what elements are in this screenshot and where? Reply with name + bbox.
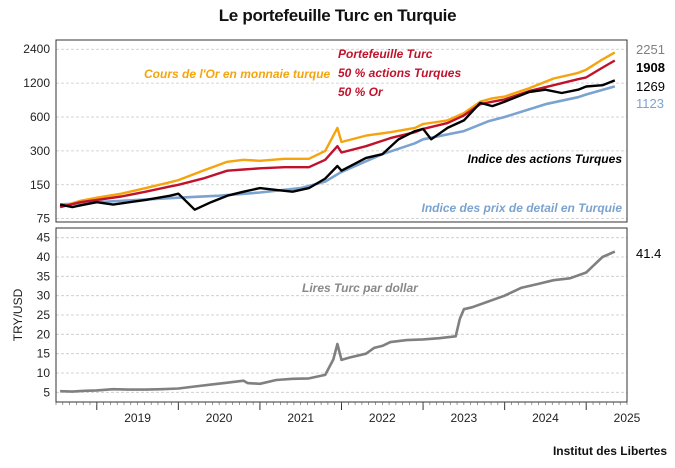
x-tick-label: 2023 — [451, 411, 478, 425]
bottom-y-tick-label: 15 — [37, 347, 51, 361]
bottom-y-axis-label: TRY/USD — [11, 288, 25, 341]
portfolio-end-label: 1908 — [636, 60, 665, 75]
x-tick-label: 2019 — [124, 411, 151, 425]
top-y-tick-label: 600 — [30, 110, 50, 124]
x-tick-label: 2022 — [369, 411, 396, 425]
portfolio-annotation-line3: 50 % Or — [338, 85, 384, 99]
portfolio-annotation-line2: 50 % actions Turques — [338, 66, 461, 80]
top-panel: 75 150 300 600 1200 2400 2251 1908 1269 1123 Cours… — [23, 39, 665, 226]
stocks-annotation: Indice des actions Turques — [468, 152, 623, 166]
x-tick-label: 2024 — [532, 411, 559, 425]
bottom-y-tick-label: 40 — [37, 250, 51, 264]
stocks-series-line — [59, 79, 616, 211]
portfolio-annotation-line1: Portefeuille Turc — [338, 47, 433, 61]
bottom-y-tick-label: 25 — [37, 308, 51, 322]
cpi-annotation: Indice des prix de detail en Turquie — [422, 201, 623, 215]
fx-end-label: 41.4 — [636, 246, 661, 261]
top-y-tick-label: 300 — [30, 144, 50, 158]
source-label: Institut des Libertes — [552, 444, 667, 458]
gold-series-line — [59, 51, 616, 209]
bottom-y-tick-label: 5 — [43, 385, 50, 399]
top-y-tick-label: 1200 — [23, 76, 50, 90]
bottom-y-tick-label: 10 — [37, 366, 51, 380]
top-panel-frame — [55, 39, 628, 223]
fx-annotation: Lires Turc par dollar — [302, 281, 419, 295]
stocks-end-label: 1269 — [636, 79, 665, 94]
x-tick-label: 2021 — [287, 411, 314, 425]
top-y-tick-label: 150 — [30, 178, 50, 192]
bottom-y-tick-label: 30 — [37, 289, 51, 303]
x-tick-label: 2025 — [614, 411, 641, 425]
bottom-y-tick-label: 35 — [37, 269, 51, 283]
bottom-y-tick-label: 45 — [37, 231, 51, 245]
x-tick-label: 2020 — [206, 411, 233, 425]
chart-title: Le portefeuille Turc en Turquie — [218, 6, 457, 25]
top-y-tick-label: 2400 — [23, 42, 50, 56]
cpi-end-label: 1123 — [636, 96, 664, 111]
gold-annotation: Cours de l'Or en monnaie turque — [144, 67, 331, 81]
fx-series-line — [60, 250, 616, 393]
gold-end-label: 2251 — [636, 42, 665, 57]
bottom-y-tick-label: 20 — [37, 327, 51, 341]
top-y-tick-label: 75 — [37, 212, 51, 226]
